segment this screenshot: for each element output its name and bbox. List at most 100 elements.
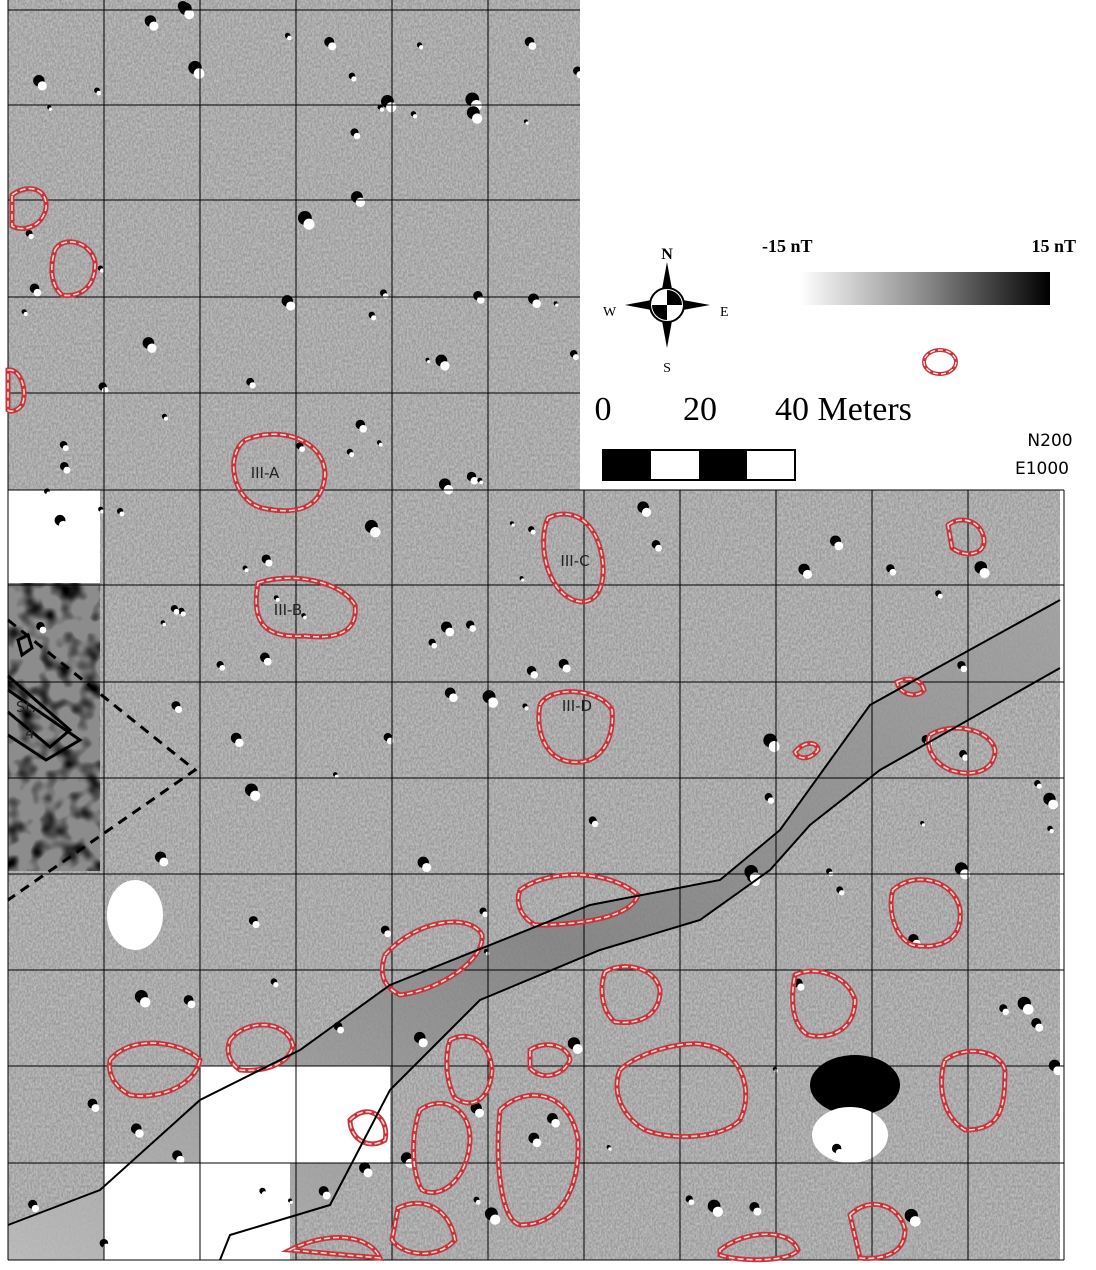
- dipole: [1053, 1066, 1062, 1075]
- dipole: [135, 1129, 143, 1137]
- dipole: [1049, 829, 1053, 833]
- compass-w: W: [603, 305, 617, 320]
- dipole: [910, 1216, 921, 1227]
- dipole: [188, 1000, 196, 1008]
- dipole: [46, 492, 51, 497]
- structure-label: 4: [25, 724, 35, 742]
- dipole: [472, 113, 482, 123]
- dipole: [573, 354, 579, 360]
- dipole: [380, 107, 384, 111]
- scale-label: 40 Meters: [775, 391, 912, 428]
- dipole: [922, 823, 925, 826]
- dipole: [533, 1139, 542, 1148]
- dipole: [555, 304, 558, 307]
- dipole: [422, 863, 431, 872]
- scale-label: 20: [683, 391, 717, 428]
- dipole: [482, 911, 488, 917]
- dipole: [471, 477, 479, 485]
- survey-map: III-A III-B III-C III-D St. 4 N S E W -1…: [0, 0, 1096, 1270]
- compass-e: E: [720, 305, 729, 320]
- grid-northing: N200: [1027, 431, 1072, 451]
- dipole: [769, 741, 780, 752]
- dipole: [449, 693, 458, 702]
- grid-easting: E1000: [1015, 459, 1069, 479]
- dipole: [490, 1214, 500, 1224]
- dipole: [1002, 1009, 1008, 1015]
- dipole: [359, 425, 367, 433]
- dipole: [303, 219, 314, 230]
- dipole: [250, 791, 260, 801]
- dipole: [803, 570, 812, 579]
- dipole: [303, 616, 307, 620]
- dipole: [577, 71, 584, 78]
- dipole: [608, 1147, 611, 1150]
- dipole: [147, 344, 156, 353]
- legend: -15 nT 15 nT: [762, 236, 1076, 374]
- dipole: [531, 671, 538, 678]
- dipole: [245, 568, 249, 572]
- dipole: [479, 480, 483, 484]
- dipole: [262, 1191, 267, 1196]
- dipole: [235, 739, 243, 747]
- dipole: [287, 36, 291, 40]
- dipole: [938, 594, 943, 599]
- dipole: [371, 315, 376, 320]
- dipole: [159, 858, 168, 867]
- dipole: [32, 1205, 39, 1212]
- dipole: [184, 9, 194, 19]
- dipole: [469, 625, 476, 632]
- feature-label: III-A: [251, 464, 280, 482]
- dipole: [149, 22, 158, 31]
- dipole: [119, 511, 124, 516]
- dipole: [419, 45, 423, 49]
- feature-label: III-C: [560, 552, 589, 570]
- compass-s: S: [663, 361, 671, 376]
- dipole: [63, 467, 70, 474]
- dipole: [655, 545, 662, 552]
- dipole: [140, 997, 150, 1007]
- dipole: [175, 706, 182, 713]
- dipole: [1035, 1024, 1043, 1032]
- dipole: [532, 299, 541, 308]
- compass: N S E W: [603, 246, 729, 376]
- dipole: [290, 1201, 293, 1204]
- dipole: [419, 1038, 428, 1047]
- dipole: [91, 1104, 99, 1112]
- feature-label: III-D: [562, 697, 592, 715]
- dipole: [181, 611, 186, 616]
- dipole: [445, 628, 454, 637]
- dipole: [563, 664, 571, 672]
- dipole: [768, 797, 774, 803]
- dipole: [642, 508, 651, 517]
- dipole: [356, 198, 365, 207]
- dipole: [194, 68, 205, 79]
- dipole: [440, 361, 449, 370]
- dipole: [961, 666, 968, 673]
- dipole: [834, 542, 843, 551]
- dipole: [573, 1044, 583, 1054]
- dipole: [753, 1208, 761, 1216]
- dipole: [384, 930, 391, 937]
- dipole: [328, 42, 336, 50]
- dipole: [890, 569, 897, 576]
- dipole: [524, 706, 528, 710]
- scale-bar: 0 20 40 Meters N200 E1000: [595, 391, 1073, 480]
- dipole: [413, 114, 417, 118]
- dipole: [370, 527, 380, 537]
- dipole: [249, 382, 255, 388]
- dipole: [1048, 800, 1058, 810]
- color-ramp: [800, 272, 1050, 305]
- dipole: [525, 122, 528, 125]
- dipole: [476, 1200, 481, 1205]
- dipole: [1037, 784, 1042, 789]
- dipole: [219, 665, 225, 671]
- dipole: [96, 91, 101, 96]
- dipole: [162, 623, 166, 627]
- dipole: [174, 609, 180, 615]
- dipole: [475, 1109, 484, 1118]
- legend-max: 15 nT: [1031, 236, 1076, 256]
- dipole: [512, 524, 515, 527]
- dipole: [427, 360, 430, 363]
- dipole: [323, 1192, 331, 1200]
- dipole: [387, 738, 394, 745]
